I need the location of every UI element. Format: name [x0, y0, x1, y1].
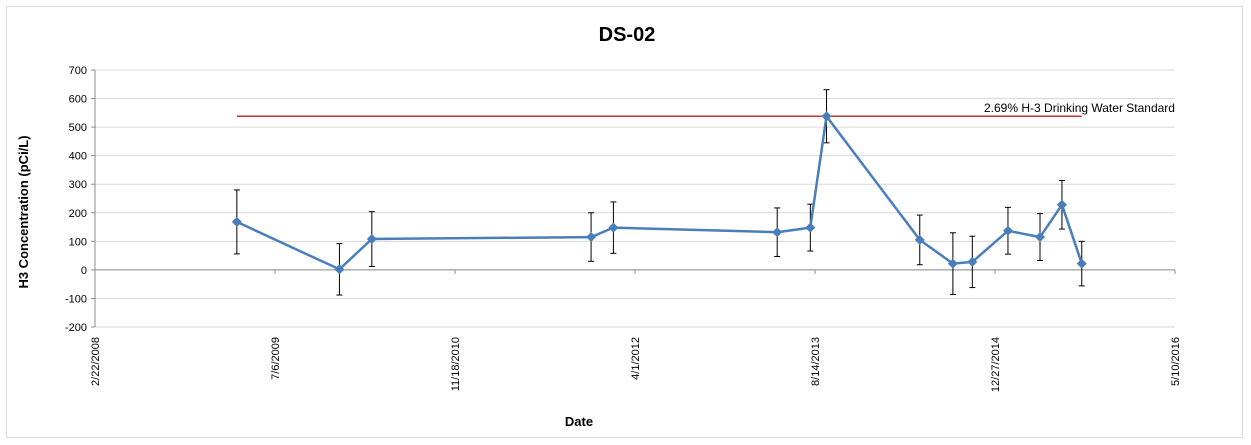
x-tick-label: 11/18/2010 [450, 337, 462, 391]
data-point-marker [231, 216, 242, 227]
y-tick-label: 100 [69, 236, 87, 248]
data-point-marker [821, 111, 832, 122]
x-tick-label: 2/22/2008 [90, 337, 102, 386]
x-tick-label: 8/14/2013 [810, 337, 822, 386]
data-point-marker [1076, 258, 1087, 269]
y-tick-label: 400 [69, 151, 87, 163]
series-line [236, 115, 1083, 271]
data-point-marker [1002, 225, 1013, 236]
y-tick-label: -100 [65, 293, 87, 305]
y-tick-label: 500 [69, 122, 87, 134]
data-point-marker [967, 256, 978, 267]
chart-title: DS-02 [599, 24, 656, 46]
data-point-marker [334, 264, 345, 275]
data-point-marker [1056, 199, 1067, 210]
data-point-marker [947, 258, 958, 269]
y-axis: -200 -100 0 100 200 300 400 500 600 700 [65, 65, 96, 334]
x-tick-label: 5/10/2016 [1170, 337, 1182, 386]
y-tick-label: 200 [69, 208, 87, 220]
series-group [231, 111, 1087, 275]
reference-line-label: 2.69% H-3 Drinking Water Standard [984, 101, 1175, 115]
data-point-marker [608, 222, 619, 233]
x-tick-label: 12/27/2014 [990, 337, 1002, 392]
y-axis-title: H3 Concentration (pCi/L) [16, 135, 31, 288]
data-point-marker [914, 234, 925, 245]
x-axis-title: Date [565, 414, 593, 429]
data-point-marker [805, 222, 816, 233]
x-tick-label: 4/1/2012 [630, 337, 642, 380]
data-point-marker [366, 234, 377, 245]
data-point-marker [1035, 232, 1045, 243]
data-point-marker [772, 227, 783, 238]
y-tick-label: 0 [81, 265, 87, 277]
y-tick-label: 600 [69, 94, 87, 106]
data-point-marker [586, 232, 597, 243]
chart-svg: DS-02 -200 -100 0 100 200 300 400 500 600 700 2/2… [16, 24, 1182, 429]
y-tick-label: -200 [65, 322, 87, 334]
x-axis: 2/22/2008 7/6/2009 11/18/2010 4/1/2012 8/14/… [90, 269, 1182, 392]
y-tick-label: 300 [69, 179, 87, 191]
x-tick-label: 7/6/2009 [270, 337, 282, 380]
chart-container: DS-02 -200 -100 0 100 200 300 400 500 600 700 2/2… [6, 6, 1243, 438]
y-tick-label: 700 [69, 65, 87, 77]
